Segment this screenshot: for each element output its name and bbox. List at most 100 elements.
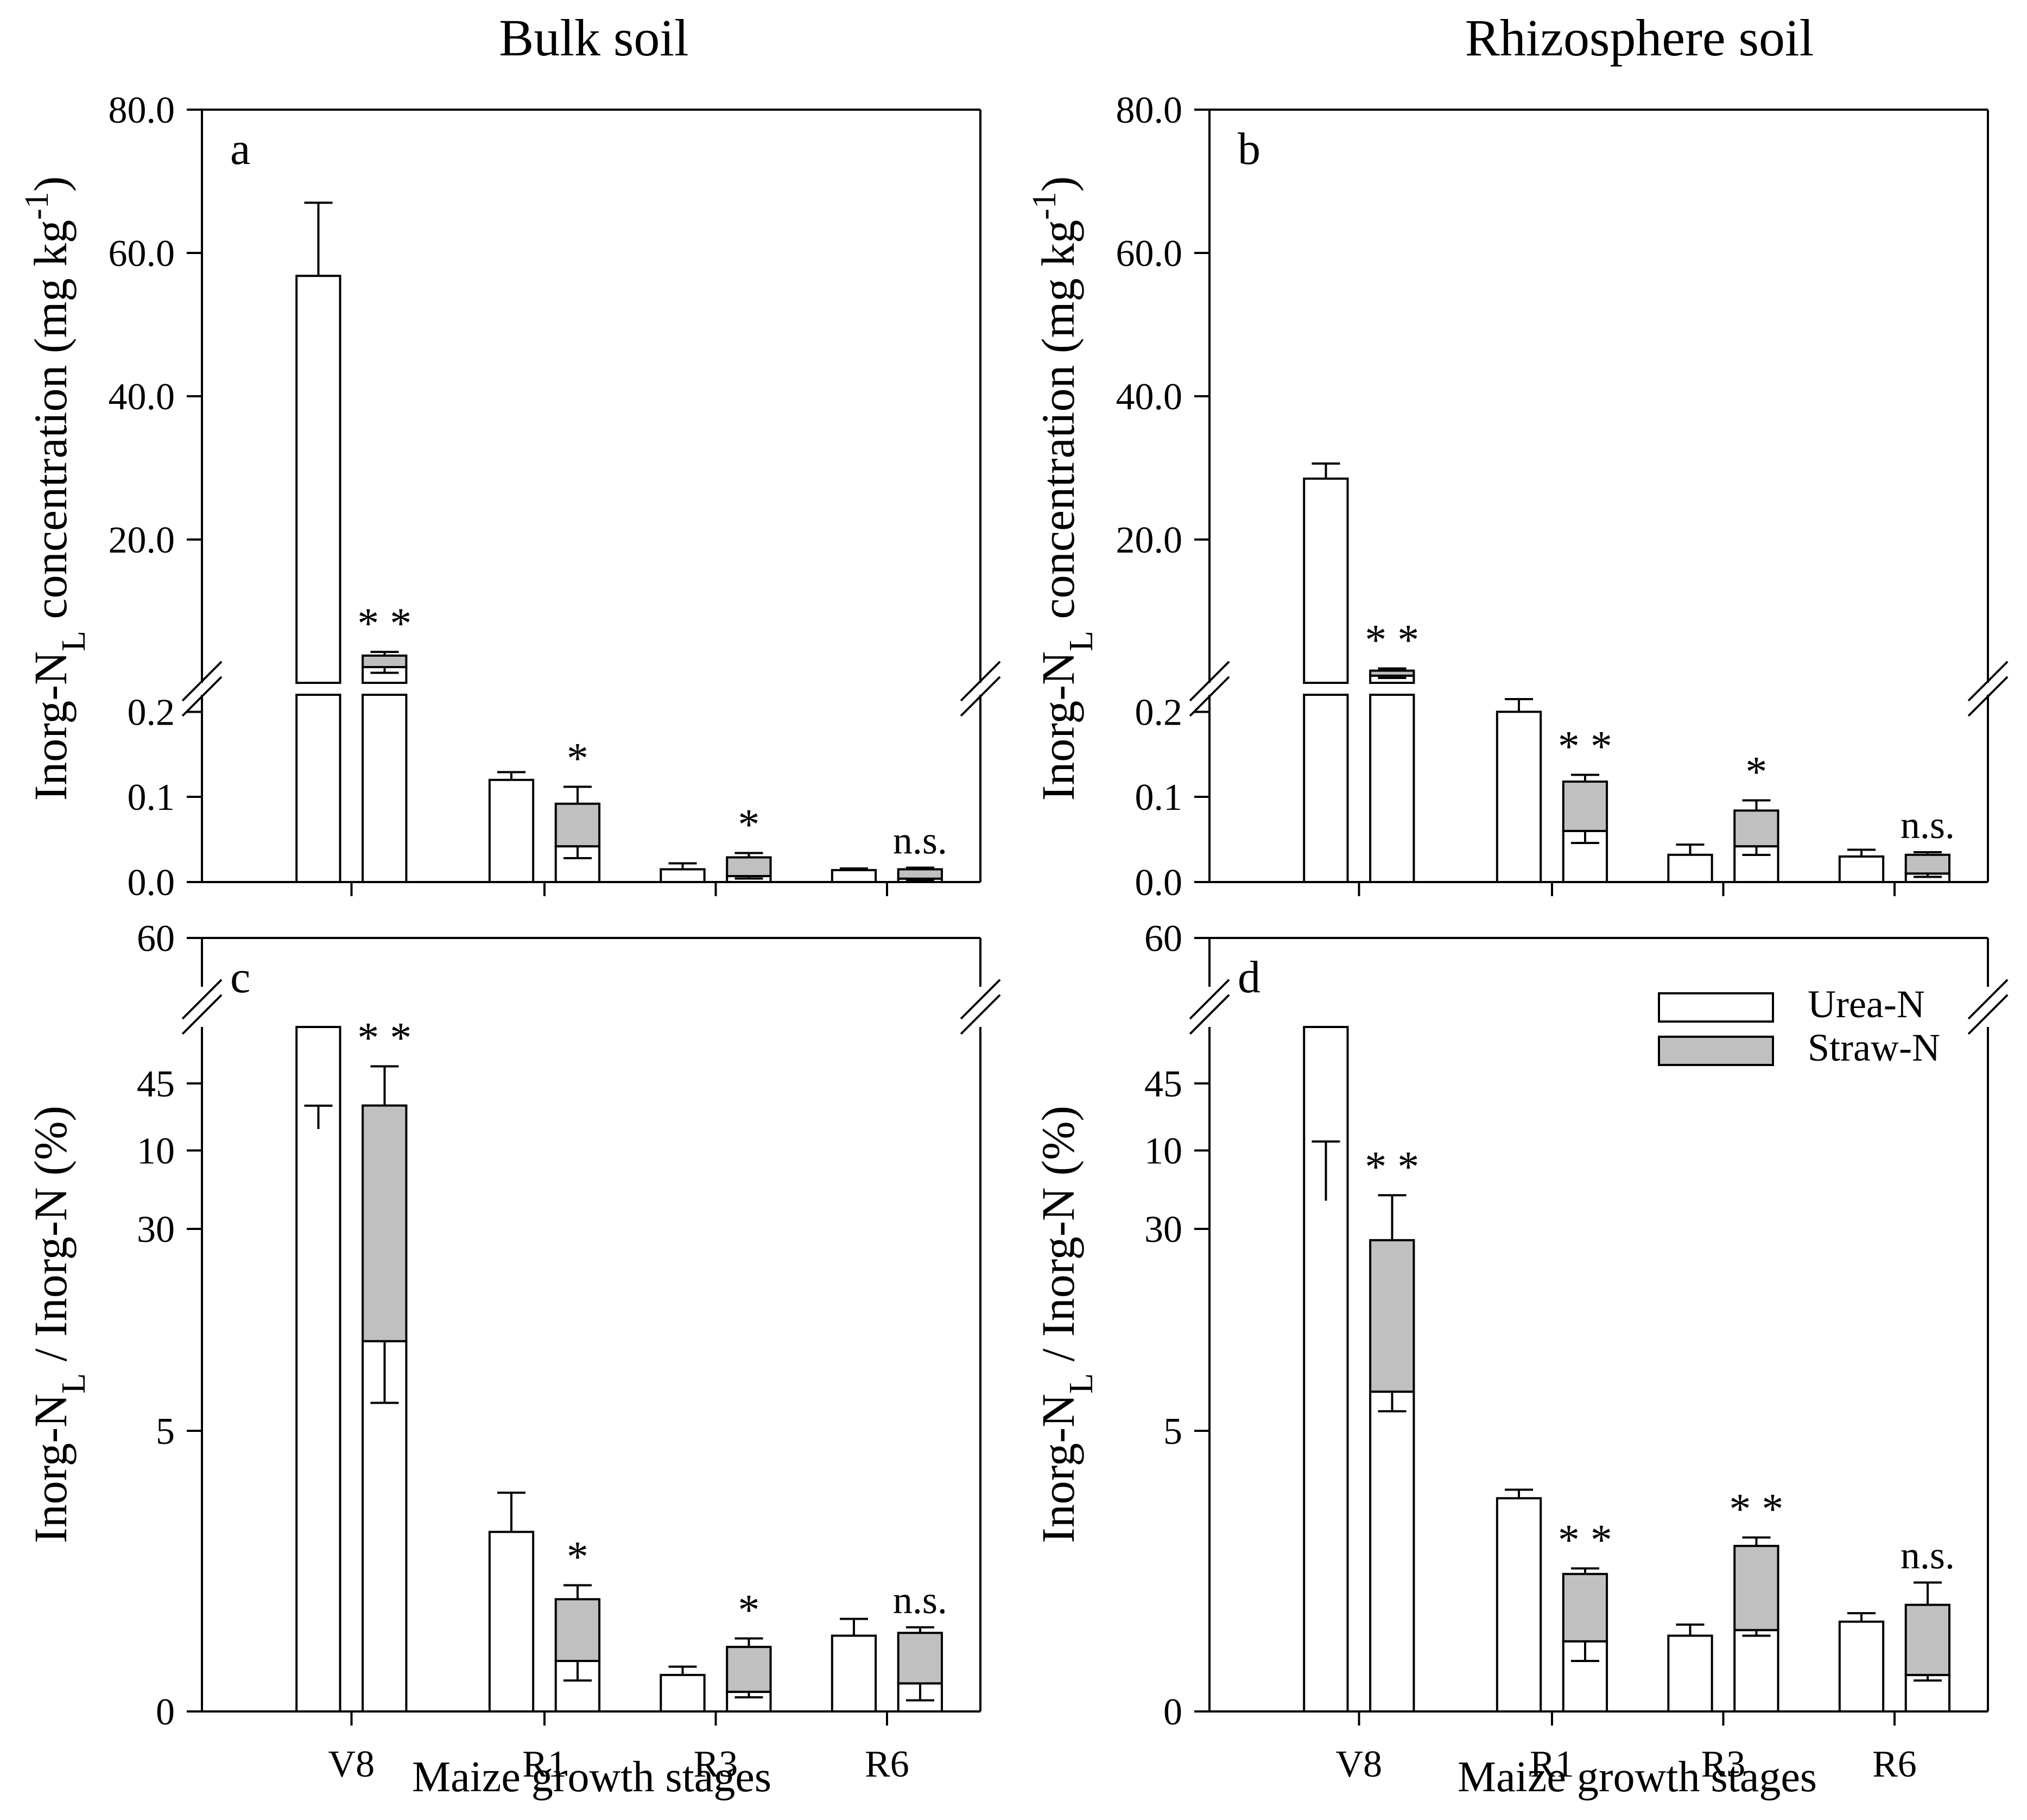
bar-straw-straw-R6 xyxy=(897,1632,943,1685)
bar-straw-urea-V8 xyxy=(1369,1390,1415,1713)
panel-d: 0 5 10 30 45 60 V8 * * R1 * * R3 * * R6 n.s. d Inorg-NL… xyxy=(1032,918,2009,1785)
axis-break-mark xyxy=(1967,676,2009,717)
significance-R6: n.s. xyxy=(1901,803,1955,847)
axis-break-mark xyxy=(1967,979,2009,1020)
x-tick-label-R6: R6 xyxy=(865,1743,909,1785)
bar-straw-straw-R3 xyxy=(1733,1545,1779,1632)
y-tick-label: 40.0 xyxy=(109,376,175,418)
legend-label-urea-n: Urea-N xyxy=(1808,982,1925,1026)
legend-swatch-straw-n xyxy=(1658,1036,1774,1066)
x-tick-label-R3: R3 xyxy=(1701,1743,1746,1785)
panel-c: 0 5 10 30 45 60 V8 * * R1 * R3 * R6 n.s. c Inorg-NL / I… xyxy=(24,918,1001,1785)
x-tick-label-V8: V8 xyxy=(328,1743,375,1785)
significance-V8: * * xyxy=(357,1014,411,1062)
panel-letter-b: b xyxy=(1238,124,1260,174)
panel-letter-d: d xyxy=(1238,952,1260,1003)
y-tick-label: 30 xyxy=(1144,1209,1182,1251)
panel-letter-c: c xyxy=(230,952,250,1003)
x-tick-label-V8: V8 xyxy=(1336,1743,1383,1785)
significance-R1: * xyxy=(567,1533,588,1581)
y-tick-label: 60.0 xyxy=(109,233,175,275)
bar-ck-urea-V8 xyxy=(295,1026,341,1713)
axis-break-mark xyxy=(960,676,1001,717)
axis-break-mark xyxy=(1189,676,1230,717)
y-tick-label: 0.1 xyxy=(128,777,175,819)
bar-ck-urea-V8 xyxy=(1303,694,1349,883)
axis-break-mark xyxy=(960,661,1001,702)
bar-straw-straw-R3 xyxy=(1733,809,1779,848)
y-tick-label: 0.0 xyxy=(1135,862,1183,904)
x-tick-label-R6: R6 xyxy=(1872,1743,1917,1785)
y-tick-label: 5 xyxy=(156,1411,175,1453)
y-tick-label: 20.0 xyxy=(1116,519,1183,561)
axis-break-mark xyxy=(1189,979,1230,1020)
y-tick-label: 0.1 xyxy=(1135,777,1183,819)
bar-straw-straw-V8 xyxy=(1369,1239,1415,1393)
bar-straw-straw-R6 xyxy=(897,868,943,880)
significance-R6: n.s. xyxy=(893,819,947,862)
y-tick-label: 60 xyxy=(1144,918,1182,960)
bar-ck-urea-R6 xyxy=(1838,1620,1885,1713)
significance-R3: * xyxy=(738,801,759,849)
legend-swatch-urea-n xyxy=(1658,992,1774,1023)
y-tick-label: 0.2 xyxy=(1135,692,1183,733)
axis-break-mark xyxy=(1967,661,2009,702)
axis-break-mark xyxy=(181,676,223,717)
significance-R3: * * xyxy=(1729,1486,1783,1533)
axis-break-mark xyxy=(960,979,1001,1020)
x-axis-label-left: Maize growth stages xyxy=(412,1753,771,1801)
bar-straw-straw-R1 xyxy=(1562,1572,1608,1643)
bar-ck-urea-R6 xyxy=(831,869,877,883)
axis-break-mark xyxy=(1967,994,2009,1035)
bar-ck-urea-R1 xyxy=(1496,1497,1542,1713)
y-tick-label: 45 xyxy=(137,1063,175,1105)
bar-straw-straw-R3 xyxy=(726,1646,772,1693)
significance-R6: n.s. xyxy=(893,1578,947,1622)
y-tick-label: 80.0 xyxy=(1116,90,1183,131)
significance-V8: * * xyxy=(357,600,411,648)
bar-ck-urea-R1 xyxy=(488,1531,535,1713)
x-tick-label-R3: R3 xyxy=(694,1743,738,1785)
bar-straw-straw-R6 xyxy=(1904,853,1951,875)
bar-ck-urea-R6 xyxy=(1838,855,1885,884)
axis-break-mark xyxy=(1189,661,1230,702)
x-tick-label-R1: R1 xyxy=(1530,1743,1574,1785)
bar-ck-urea-R1 xyxy=(1496,711,1542,883)
bar-straw-straw-R3 xyxy=(726,856,772,878)
bar-straw-straw-V8 xyxy=(362,654,408,668)
y-axis-label-a: Inorg-NL concentration (mg kg-1) xyxy=(18,176,92,801)
bar-ck-urea-R1 xyxy=(488,778,535,884)
y-tick-label: 30 xyxy=(137,1209,175,1251)
legend-label-straw-n: Straw-N xyxy=(1808,1026,1940,1069)
column-title-rhizosphere-soil: Rhizosphere soil xyxy=(1465,9,1814,67)
significance-V8: * * xyxy=(1365,617,1419,664)
panel-b: 0.0 0.1 0.2 20.0 40.0 60.0 80.0 * * * * * n.s. b Ino… xyxy=(1026,90,2009,904)
y-tick-label: 80.0 xyxy=(109,90,175,131)
column-title-bulk-soil: Bulk soil xyxy=(499,9,688,67)
bar-straw-straw-R1 xyxy=(554,1598,601,1662)
significance-R3: * xyxy=(1745,748,1767,796)
y-axis-label-c: Inorg-NL / Inorg-N (%) xyxy=(24,1106,92,1543)
bar-ck-urea-V8 xyxy=(1303,477,1349,684)
significance-R3: * xyxy=(738,1587,759,1634)
significance-R1: * * xyxy=(1558,722,1612,770)
panel-letter-a: a xyxy=(230,124,250,174)
bar-straw-straw-V8 xyxy=(1369,669,1415,677)
bar-ck-urea-V8 xyxy=(1303,1026,1349,1713)
axis-break-mark xyxy=(181,979,223,1020)
bar-straw-straw-R1 xyxy=(1562,780,1608,832)
y-tick-label: 5 xyxy=(1163,1411,1182,1453)
y-tick-label: 40.0 xyxy=(1116,376,1183,418)
significance-R6: n.s. xyxy=(1901,1533,1955,1577)
y-axis-label-d: Inorg-NL / Inorg-N (%) xyxy=(1032,1106,1100,1543)
y-tick-label: 0.0 xyxy=(128,862,175,904)
bar-ck-urea-R6 xyxy=(831,1634,877,1713)
bar-straw-straw-V8 xyxy=(362,1104,408,1342)
bar-straw-urea-V8 xyxy=(362,694,408,883)
bar-ck-urea-R3 xyxy=(660,1673,706,1713)
bar-ck-urea-R3 xyxy=(1667,1634,1713,1713)
significance-V8: * * xyxy=(1365,1143,1419,1191)
y-tick-label: 45 xyxy=(1144,1063,1182,1105)
